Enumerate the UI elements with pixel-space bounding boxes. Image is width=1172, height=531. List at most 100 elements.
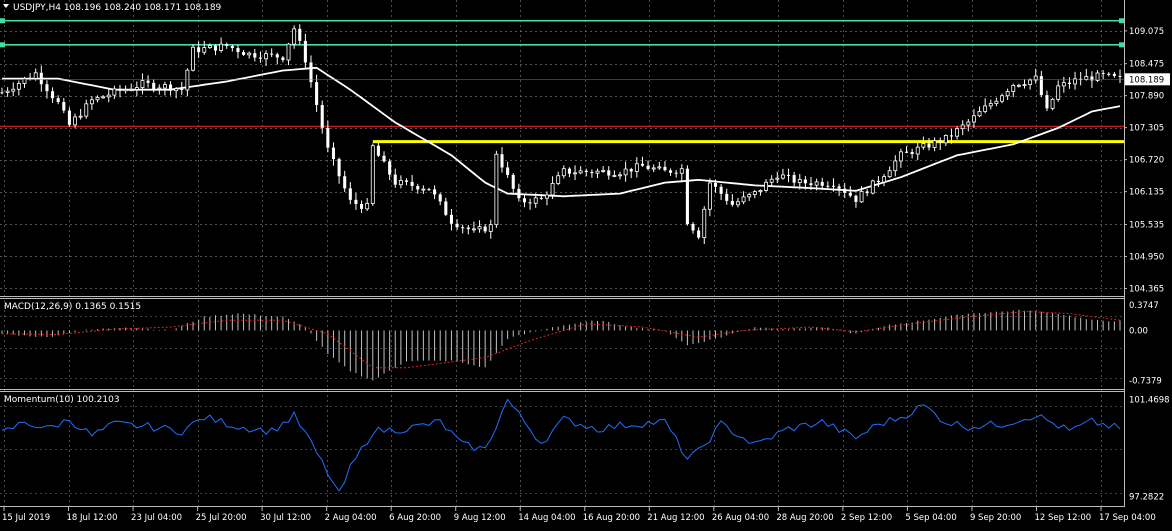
resistance-1-handle-left — [0, 18, 5, 24]
time-tick-label: 9 Sep 20:00 — [970, 513, 1021, 523]
candle-body-up — [747, 194, 752, 198]
candle-body-up — [769, 178, 774, 183]
time-tick-label: 9 Aug 12:00 — [454, 513, 506, 523]
candle-body-down — [388, 161, 392, 175]
macd-tick-label: 0.3747 — [1129, 301, 1159, 311]
candle-body-up — [219, 43, 224, 51]
dropdown-triangle-icon[interactable] — [3, 4, 9, 8]
candle-body-down — [303, 40, 307, 63]
candle-body-up — [573, 172, 577, 175]
candle-body-up — [129, 89, 134, 91]
candle-body-down — [410, 181, 414, 186]
candle-body-up — [545, 194, 549, 199]
candle-body-up — [657, 166, 662, 169]
candle-body-down — [118, 88, 122, 91]
horizontal-levels[interactable] — [0, 18, 1124, 144]
candle-body-up — [797, 179, 802, 184]
candle-body-up — [651, 167, 656, 170]
candle-body-up — [421, 188, 426, 191]
candle-body-down — [927, 143, 931, 148]
candle-body-up — [618, 174, 622, 177]
candle-body-up — [707, 182, 712, 210]
candle-body-down — [697, 230, 701, 238]
time-tick-label: 14 Aug 04:00 — [518, 513, 575, 523]
candle-body-up — [741, 196, 746, 203]
candle-body-down — [152, 82, 156, 89]
symbol-header-label: USDJPY,H4 108.196 108.240 108.171 108.18… — [13, 3, 222, 13]
price-tick-label: 105.535 — [1129, 220, 1164, 230]
time-tick-label: 28 Aug 20:00 — [776, 513, 833, 523]
price-tick-label: 107.890 — [1129, 92, 1164, 102]
candle-body-down — [433, 189, 437, 195]
candle-body-up — [89, 99, 94, 105]
candle-body-down — [500, 154, 504, 168]
candle-body-down — [1101, 72, 1105, 74]
candle-body-down — [876, 180, 880, 182]
candle-body-down — [39, 72, 43, 85]
candle-body-down — [28, 78, 32, 80]
candle-body-down — [404, 180, 409, 182]
candle-body-up — [758, 190, 763, 192]
candle-body-up — [1095, 72, 1100, 81]
candle-body-up — [561, 168, 566, 177]
current-price-label: 108.189 — [1129, 75, 1164, 85]
candle-body-up — [556, 175, 561, 184]
candle-body-up — [634, 163, 639, 172]
candle-body-up — [780, 174, 785, 179]
candle-body-up — [893, 160, 898, 172]
candle-body-down — [169, 84, 173, 91]
candle-body-down — [719, 186, 723, 194]
candle-body-up — [247, 52, 252, 56]
candle-body-up — [1011, 85, 1016, 92]
candle-body-up — [134, 87, 139, 90]
candle-body-down — [904, 151, 909, 153]
candle-body-down — [786, 174, 791, 176]
candle-body-up — [702, 208, 707, 238]
candle-body-down — [669, 170, 673, 173]
momentum-tick-label: 97.2822 — [1129, 492, 1164, 502]
candle-body-down — [348, 188, 352, 200]
candle-body-down — [528, 202, 532, 204]
candle-body-down — [854, 195, 858, 202]
candle-body-up — [977, 111, 982, 117]
macd-tick-label: -0.7379 — [1129, 376, 1162, 386]
candle-body-up — [988, 103, 993, 107]
time-tick-label: 12 Sep 12:00 — [1034, 513, 1091, 523]
candle-body-up — [595, 170, 600, 174]
candle-body-up — [185, 69, 190, 91]
candle-body-up — [95, 96, 100, 101]
candle-body-up — [1022, 84, 1027, 86]
candle-body-down — [506, 167, 510, 175]
candle-body-down — [275, 54, 279, 58]
resistance-2-handle-left — [0, 42, 5, 48]
candle-body-down — [1090, 76, 1094, 81]
candle-body-up — [174, 88, 179, 92]
candle-body-down — [730, 200, 734, 205]
candle-body-up — [16, 83, 21, 90]
candle-body-up — [915, 146, 920, 155]
price-tick-label: 104.950 — [1129, 252, 1164, 262]
candle-body-up — [162, 84, 167, 89]
candle-body-up — [971, 115, 976, 123]
candle-body-up — [898, 151, 903, 162]
candle-body-up — [550, 183, 555, 196]
candle-body-down — [270, 53, 274, 55]
candle-body-up — [943, 135, 948, 144]
candle-body-down — [826, 185, 830, 187]
current-price-tag: 108.189 — [1125, 73, 1170, 86]
candle-body-down — [461, 227, 465, 229]
candle-body-up — [33, 72, 38, 79]
candle-body-down — [1112, 73, 1116, 76]
candle-body-down — [1039, 76, 1043, 96]
candle-body-down — [949, 135, 953, 137]
candle-body-down — [640, 163, 644, 166]
candle-body-up — [191, 46, 195, 71]
price-axis: 109.075 108.475 107.890 107.305 106.720 106.1… — [0, 27, 1170, 502]
candle-body-up — [84, 103, 89, 117]
candle-body-down — [1045, 95, 1049, 109]
candle-body-up — [960, 124, 965, 130]
candle-body-down — [180, 88, 184, 90]
